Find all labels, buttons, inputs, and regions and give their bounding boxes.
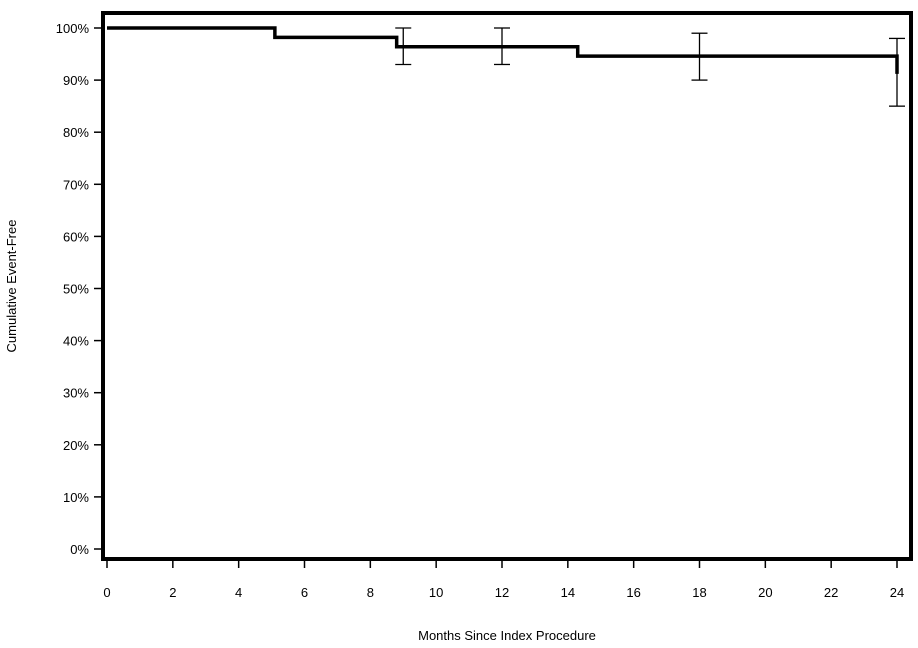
plot-frame (101, 11, 913, 561)
x-tick-label: 2 (169, 585, 176, 600)
plot-marks (107, 26, 905, 107)
y-tick-label: 90% (63, 73, 89, 88)
y-axis-ticks: 0% 10% 20% 30% 40% 50% 60% 70% 80% 90% 100% (56, 21, 101, 557)
y-tick-label: 20% (63, 438, 89, 453)
error-bar (494, 27, 510, 66)
x-tick-label: 22 (824, 585, 838, 600)
x-tick-label: 16 (626, 585, 640, 600)
y-tick-label: 10% (63, 490, 89, 505)
error-bar (395, 27, 412, 66)
x-tick-label: 8 (367, 585, 374, 600)
error-bar (889, 37, 905, 107)
y-tick-label: 30% (63, 386, 89, 401)
y-tick-label: 50% (63, 282, 89, 297)
x-tick-label: 24 (890, 585, 904, 600)
x-tick-label: 14 (561, 585, 575, 600)
y-tick-label: 40% (63, 334, 89, 349)
x-tick-label: 12 (495, 585, 509, 600)
error-bar (691, 32, 708, 81)
x-tick-label: 6 (301, 585, 308, 600)
y-tick-label: 60% (63, 229, 89, 244)
x-tick-label: 0 (103, 585, 110, 600)
x-tick-label: 4 (235, 585, 242, 600)
x-axis-title: Months Since Index Procedure (418, 628, 596, 643)
x-tick-label: 10 (429, 585, 443, 600)
x-tick-label: 20 (758, 585, 772, 600)
km-step-line (107, 26, 899, 74)
y-tick-label: 0% (70, 542, 89, 557)
y-tick-label: 100% (56, 21, 90, 36)
y-tick-label: 80% (63, 125, 89, 140)
x-tick-label: 18 (692, 585, 706, 600)
y-axis-title: Cumulative Event-Free (4, 220, 19, 353)
y-tick-label: 70% (63, 177, 89, 192)
x-axis-ticks: 0 2 4 6 8 10 12 14 16 18 20 22 24 (103, 561, 904, 600)
